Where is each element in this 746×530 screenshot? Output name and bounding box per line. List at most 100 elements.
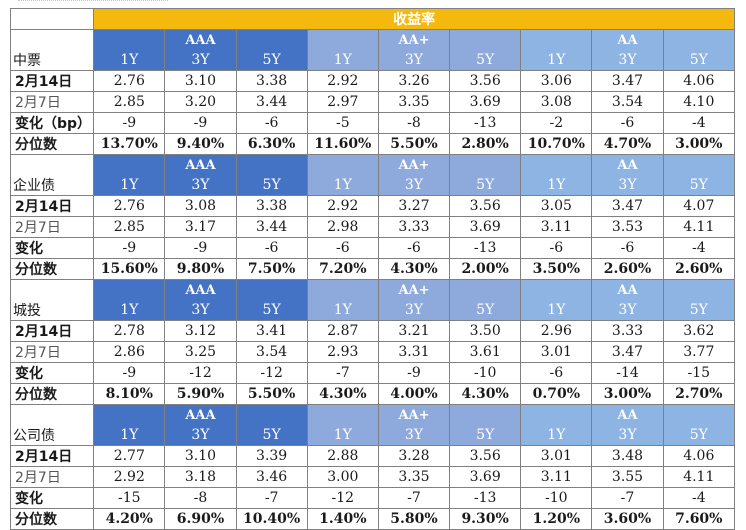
value-cell: -9 [93,112,166,134]
table-row: 变化 -9 -12 -12 -7 -9 -10 -6 -14 -15 [9,362,736,384]
value-cell: 3.62 [662,320,736,342]
table-row: 变化 -15 -8 -7 -12 -7 -13 -10 -7 -4 [9,487,736,509]
value-cell: 2.92 [93,466,166,488]
value-cell: 3.41 [235,320,308,342]
value-cell: 2.70% [662,383,736,405]
tenor-label: 5Y [449,50,522,71]
value-cell: 3.61 [449,341,522,363]
tenor-label: 1Y [520,175,593,196]
value-cell: 3.10 [164,70,237,92]
value-cell: -6 [235,112,308,134]
value-cell: 8.10% [93,383,166,405]
value-cell: -12 [306,487,379,509]
table-row: 2月14日 2.78 3.12 3.41 2.87 3.21 3.50 2.96 3.33 3.6… [9,320,736,342]
value-cell: 2.98 [306,216,379,238]
value-cell: 2.96 [520,320,593,342]
rating-group-cell [306,154,379,175]
cropped-text-line [18,0,168,4]
value-cell: 4.07 [662,195,736,217]
tenor-label: 3Y [377,300,451,321]
value-cell: 3.47 [591,195,664,217]
value-cell: 1.40% [306,508,379,530]
value-cell: -6 [306,237,379,259]
table-row: 2月7日 2.85 3.17 3.44 2.98 3.33 3.69 3.11 3.53 4.11 [9,216,736,238]
title-corner-cell [9,8,95,30]
value-cell: -2 [520,112,593,134]
rating-group-cell [520,404,593,425]
value-cell: -15 [93,487,166,509]
value-cell: 7.50% [235,258,308,280]
rating-group-label: AAA [164,154,237,175]
value-cell: 5.80% [377,508,451,530]
value-cell: 3.06 [520,70,593,92]
rating-group-label: AA [591,29,664,50]
tenor-label: 5Y [449,300,522,321]
value-cell: -5 [306,112,379,134]
group-header-row: AAA AA+ AA [9,29,736,50]
tenor-label: 5Y [235,175,308,196]
tenor-label: 5Y [235,300,308,321]
value-cell: 3.56 [449,70,522,92]
value-cell: 3.35 [377,91,451,113]
rating-group-cell [235,279,308,300]
value-cell: 3.01 [520,445,593,467]
value-cell: 3.54 [235,341,308,363]
tenor-label: 3Y [164,50,237,71]
value-cell: 3.00 [306,466,379,488]
value-cell: 10.40% [235,508,308,530]
value-cell: -9 [93,362,166,384]
tenor-label: 5Y [662,425,736,446]
row-label: 2月14日 [9,70,95,92]
value-cell: 3.18 [164,466,237,488]
group-header-row: AAA AA+ AA [9,404,736,425]
value-cell: -9 [164,237,237,259]
table-row: 2月14日 2.76 3.10 3.38 2.92 3.26 3.56 3.06 3.47 4.0… [9,70,736,92]
rating-group-cell [662,154,736,175]
rating-group-label: AA [591,279,664,300]
section-label-spacer [9,279,95,300]
row-label: 2月7日 [9,341,95,363]
value-cell: 6.30% [235,133,308,155]
value-cell: 2.85 [93,216,166,238]
value-cell: 4.30% [377,258,451,280]
value-cell: -4 [662,487,736,509]
value-cell: -7 [306,362,379,384]
tenor-header-row: 中票 1Y 3Y 5Y 1Y 3Y 5Y 1Y 3Y 5Y [9,50,736,71]
value-cell: -7 [591,487,664,509]
rating-group-cell [449,404,522,425]
value-cell: -8 [377,112,451,134]
row-label: 变化 [9,362,95,384]
rating-group-cell [520,29,593,50]
group-header-row: AAA AA+ AA [9,154,736,175]
value-cell: 3.25 [164,341,237,363]
rating-group-cell [449,29,522,50]
tenor-label: 1Y [306,175,379,196]
value-cell: -9 [164,112,237,134]
row-label: 分位数 [9,258,95,280]
table-row: 2月14日 2.76 3.08 3.38 2.92 3.27 3.56 3.05 3.47 4.0… [9,195,736,217]
row-label: 2月7日 [9,466,95,488]
value-cell: 3.11 [520,216,593,238]
row-label: 2月14日 [9,320,95,342]
value-cell: 3.44 [235,91,308,113]
value-cell: 5.50% [377,133,451,155]
rating-group-cell [235,154,308,175]
value-cell: -6 [235,237,308,259]
value-cell: 15.60% [93,258,166,280]
value-cell: 2.76 [93,195,166,217]
value-cell: -6 [377,237,451,259]
value-cell: 1.20% [520,508,593,530]
tenor-label: 1Y [306,425,379,446]
value-cell: 4.10 [662,91,736,113]
tenor-label: 3Y [377,175,451,196]
value-cell: -13 [449,237,522,259]
yield-table-body: 收益率 AAA AA+ AA 中票 1Y 3Y 5Y 1Y 3Y 5Y 1Y 3Y 5Y 2月14日 2.7… [9,8,736,530]
yield-table: 收益率 AAA AA+ AA 中票 1Y 3Y 5Y 1Y 3Y 5Y 1Y 3Y 5Y 2月14日 2.7… [9,8,736,530]
value-cell: 3.53 [591,216,664,238]
value-cell: 4.20% [93,508,166,530]
section-label-spacer [9,404,95,425]
value-cell: 3.54 [591,91,664,113]
value-cell: 9.40% [164,133,237,155]
table-row: 变化 -9 -9 -6 -6 -6 -13 -6 -6 -4 [9,237,736,259]
tenor-label: 5Y [662,175,736,196]
